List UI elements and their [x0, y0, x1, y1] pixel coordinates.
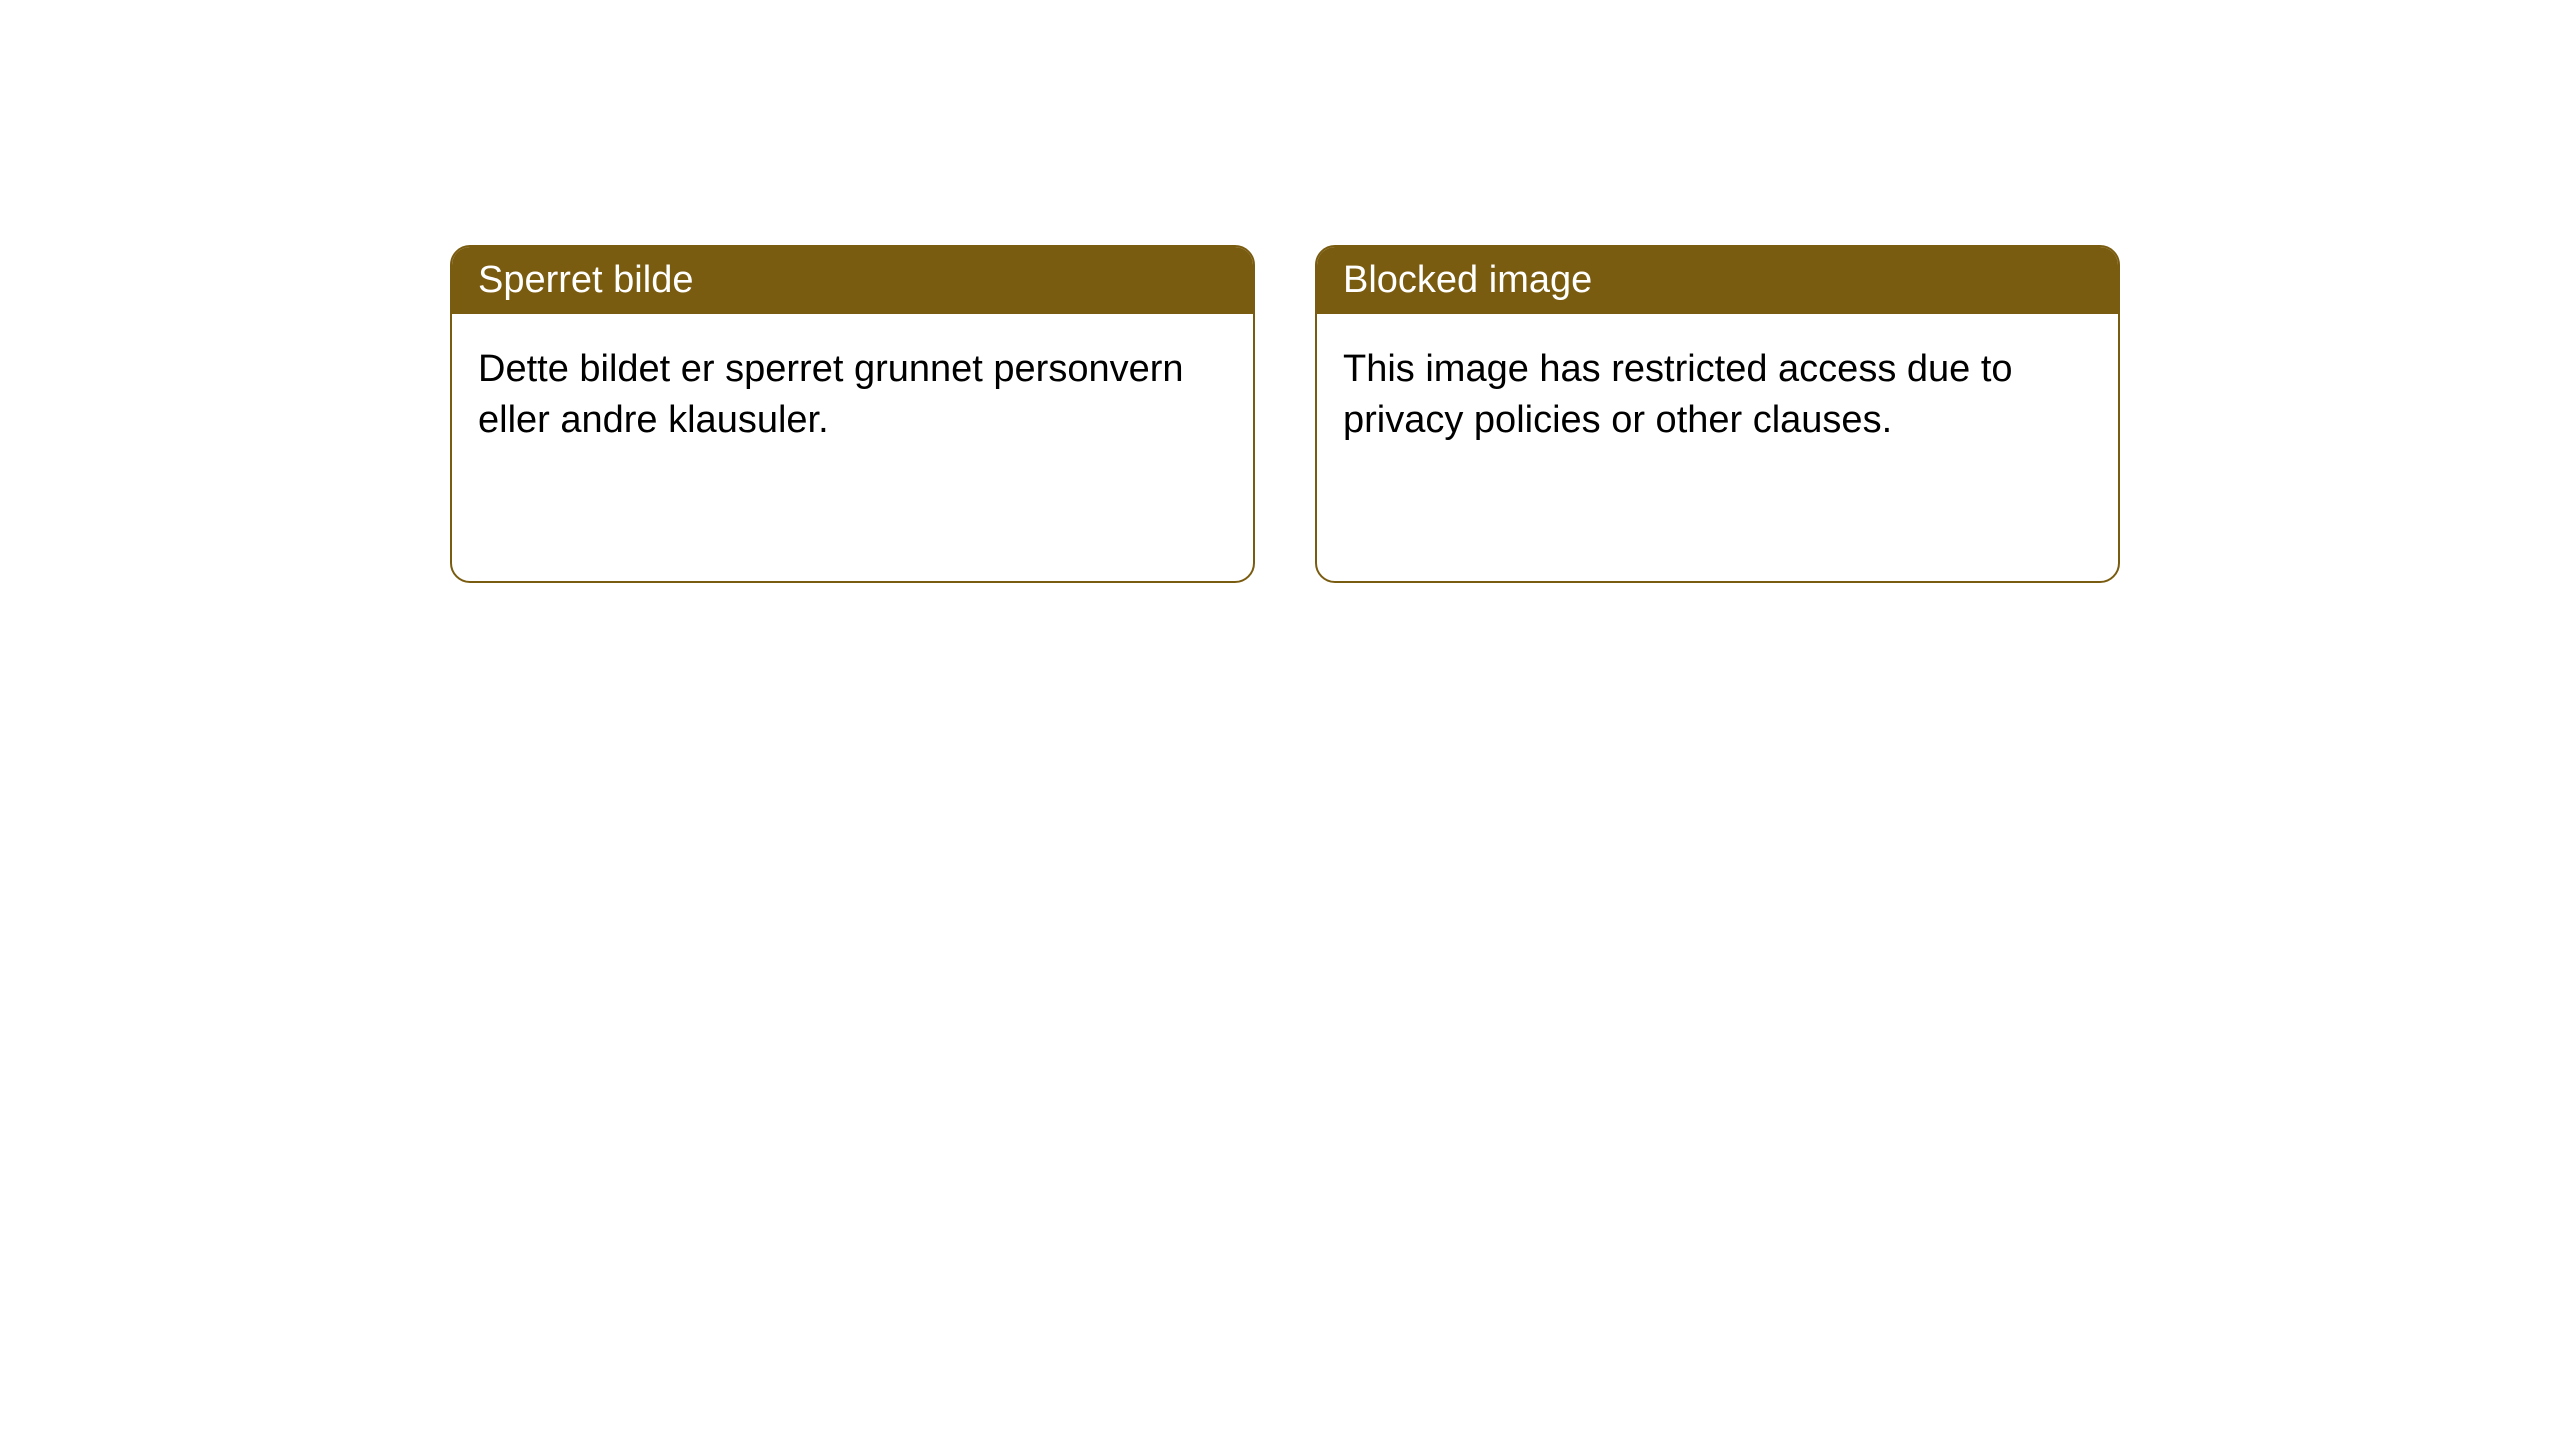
notice-title: Blocked image	[1343, 259, 1592, 301]
notice-body-norwegian: Dette bildet er sperret grunnet personve…	[452, 314, 1253, 477]
notice-header-norwegian: Sperret bilde	[452, 247, 1253, 314]
notice-text: Dette bildet er sperret grunnet personve…	[478, 348, 1184, 441]
notice-header-english: Blocked image	[1317, 247, 2118, 314]
notice-container: Sperret bilde Dette bildet er sperret gr…	[0, 0, 2560, 583]
notice-body-english: This image has restricted access due to …	[1317, 314, 2118, 477]
notice-title: Sperret bilde	[478, 259, 693, 301]
notice-text: This image has restricted access due to …	[1343, 348, 2013, 441]
notice-card-norwegian: Sperret bilde Dette bildet er sperret gr…	[450, 245, 1255, 583]
notice-card-english: Blocked image This image has restricted …	[1315, 245, 2120, 583]
